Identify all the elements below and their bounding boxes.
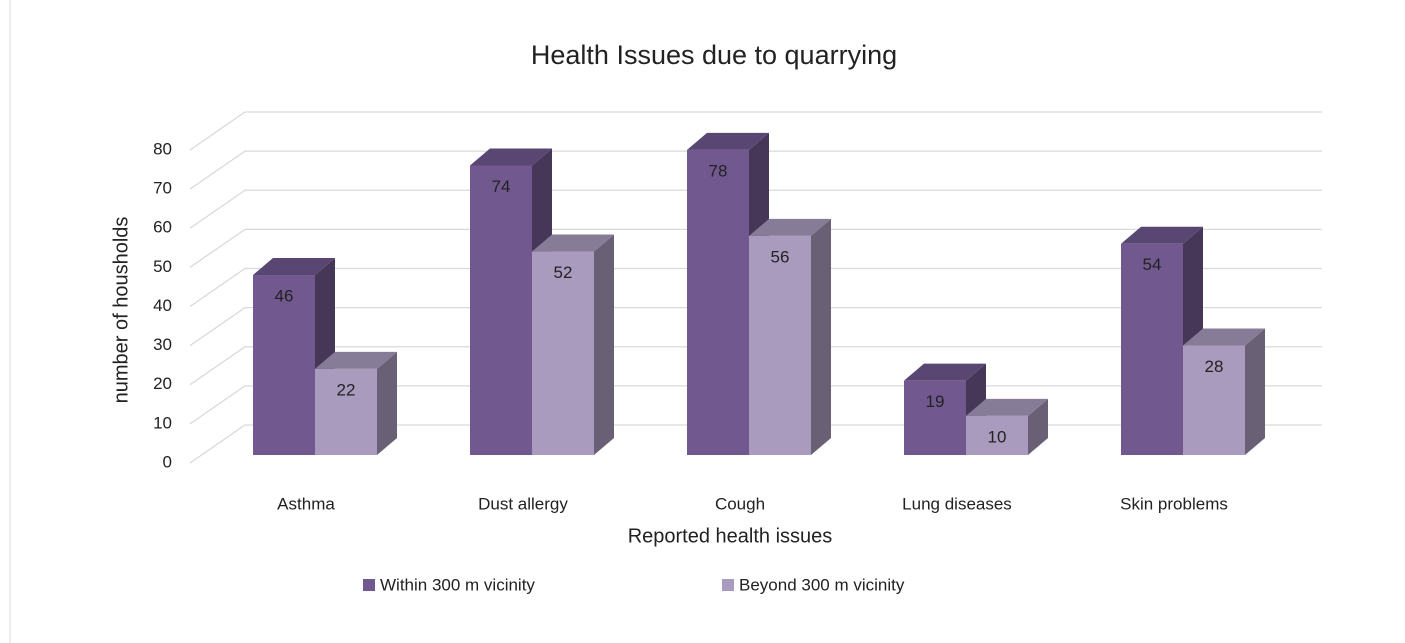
bar-side <box>1028 398 1048 455</box>
bar-top <box>532 234 614 252</box>
data-label: 22 <box>337 380 356 399</box>
bar-top <box>315 351 397 369</box>
bar-top <box>1121 226 1203 244</box>
y-tick-label: 20 <box>153 374 172 393</box>
grid-line <box>189 228 1322 268</box>
x-tick-label: Dust allergy <box>478 494 568 513</box>
bar <box>315 368 377 455</box>
bar <box>904 380 966 455</box>
bar <box>1121 243 1183 455</box>
y-tick-label: 80 <box>153 139 172 158</box>
y-tick-label: 0 <box>163 452 172 471</box>
legend-label: Within 300 m vicinity <box>380 575 535 594</box>
y-tick-label: 10 <box>153 413 172 432</box>
data-label: 74 <box>492 177 511 196</box>
bar <box>687 149 749 455</box>
legend-swatch <box>722 579 734 591</box>
x-axis-title: Reported health issues <box>628 525 833 547</box>
bar <box>470 165 532 455</box>
bar <box>1183 345 1245 455</box>
bar <box>253 275 315 455</box>
bar-top <box>253 258 335 276</box>
bar-top <box>470 148 552 166</box>
bar-side <box>377 351 397 455</box>
bar-side <box>594 234 614 455</box>
x-tick-label: Cough <box>715 494 765 513</box>
grid-line <box>189 111 1322 151</box>
data-label: 54 <box>1143 255 1162 274</box>
data-label: 52 <box>554 263 573 282</box>
bar <box>749 235 811 455</box>
chart-title: Health Issues due to quarrying <box>531 40 897 70</box>
grid-line <box>189 346 1322 386</box>
data-label: 46 <box>275 287 294 306</box>
bar-top <box>749 218 831 236</box>
data-label: 19 <box>926 392 945 411</box>
legend-swatch <box>363 579 375 591</box>
bar-top <box>966 398 1048 416</box>
data-label: 10 <box>988 427 1007 446</box>
y-tick-label: 50 <box>153 257 172 276</box>
legend-label: Beyond 300 m vicinity <box>739 575 905 594</box>
bar-top <box>687 132 769 150</box>
data-label: 28 <box>1205 357 1224 376</box>
grid-line <box>189 189 1322 229</box>
bar-side <box>811 218 831 455</box>
data-label: 78 <box>709 161 728 180</box>
y-tick-label: 40 <box>153 296 172 315</box>
x-tick-label: Skin problems <box>1120 494 1228 513</box>
data-label: 56 <box>771 247 790 266</box>
y-tick-label: 70 <box>153 179 172 198</box>
x-tick-label: Lung diseases <box>902 494 1012 513</box>
x-tick-label: Asthma <box>277 494 335 513</box>
grid-line <box>189 150 1322 190</box>
y-axis-title: number of housholds <box>110 217 132 404</box>
bar-side <box>1245 328 1265 455</box>
grid-line <box>189 267 1322 308</box>
y-tick-label: 30 <box>153 335 172 354</box>
bar-top <box>1183 328 1265 346</box>
bar <box>966 415 1028 455</box>
grid-line <box>189 306 1322 347</box>
bar-top <box>904 363 986 381</box>
y-tick-label: 60 <box>153 218 172 237</box>
bar <box>532 251 594 455</box>
